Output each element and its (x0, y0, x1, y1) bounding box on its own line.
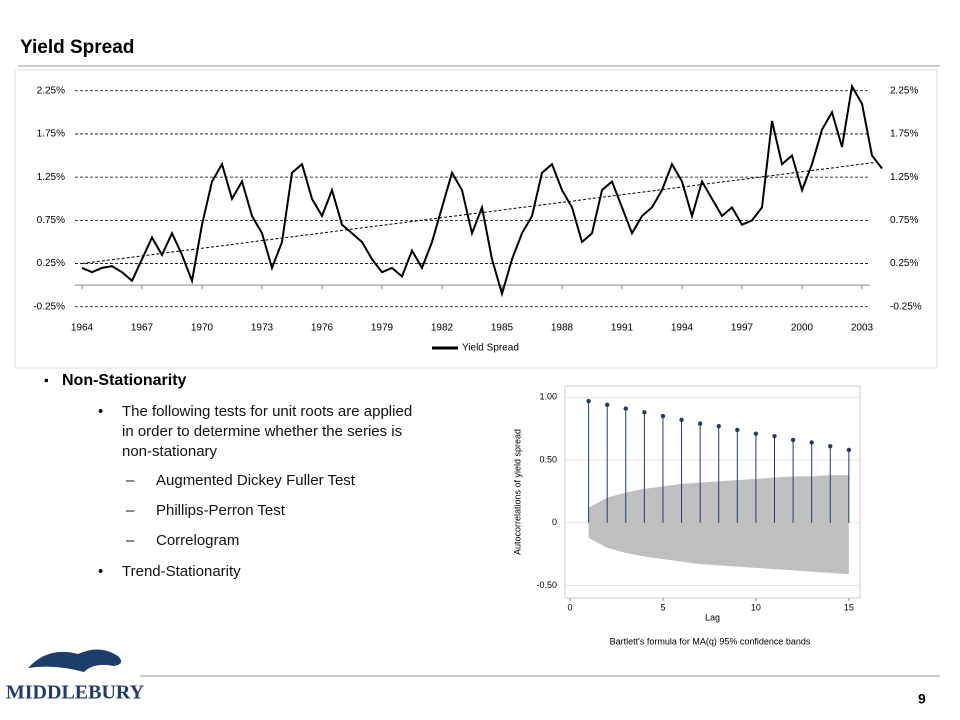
x-axis-label: Lag (705, 612, 720, 622)
marker: • (98, 563, 104, 580)
stem-dot (790, 437, 796, 443)
sub-item: – Augmented Dickey Fuller Test (126, 472, 416, 489)
x-tick-label: 1967 (131, 323, 154, 334)
marker: – (126, 472, 135, 489)
bullet-item: • The following tests for unit roots are … (98, 402, 422, 462)
page-number: 9 (918, 691, 926, 707)
x-tick-label: 1994 (671, 323, 694, 334)
stem-dot (697, 421, 703, 426)
y-axis-label: Autocorrelations of yield spread (512, 429, 522, 555)
x-tick-label: 2000 (791, 323, 814, 334)
x-tick-label: 5 (660, 602, 665, 612)
stem-dot (679, 417, 684, 423)
text: Trend-Stationarity (122, 563, 241, 580)
y2-tick-label: 0.75% (890, 215, 918, 226)
x-tick-label: 1979 (371, 323, 394, 334)
stem-dot (604, 402, 610, 408)
y-tick-label: 2.25% (37, 85, 65, 96)
x-tick-label: 1970 (191, 323, 214, 334)
legend-label: Yield Spread (462, 343, 519, 354)
x-tick-label: 1976 (311, 323, 334, 334)
y2-tick-label: 1.75% (890, 129, 918, 140)
x-tick-label: 1991 (611, 323, 634, 334)
confidence-band (588, 475, 849, 575)
trend-line (81, 161, 876, 265)
stem-dot (716, 423, 721, 429)
stem-dot (772, 433, 777, 439)
x-tick-label: 1982 (431, 323, 454, 334)
x-tick-label: 1985 (491, 323, 514, 334)
text: The following tests for unit roots are a… (122, 403, 413, 460)
x-tick-label: 15 (844, 602, 854, 612)
series-line (81, 83, 883, 298)
text: Phillips-Perron Test (156, 502, 285, 519)
y2-tick-label: 2.25% (890, 85, 918, 96)
stem-dot (809, 440, 814, 445)
stem-dot (828, 444, 833, 449)
x-tick-label: 1973 (251, 323, 274, 334)
stem-dot (586, 398, 591, 404)
y-tick-label: 0.25% (37, 258, 65, 269)
logo-icon (28, 649, 122, 672)
y-tick-label: 1.00 (539, 392, 557, 402)
x-tick-label: 0 (568, 602, 573, 612)
stem-dot (623, 406, 628, 411)
slide-title: Yield Spread (20, 37, 134, 58)
y2-tick-label: 1.25% (890, 172, 918, 183)
stem-dot (660, 413, 666, 419)
y-tick-label: 0.75% (37, 215, 65, 226)
y2-tick-label: 0.25% (890, 258, 918, 269)
chart-frame (14, 69, 938, 369)
x-tick-label: 1964 (71, 323, 94, 334)
x-tick-label: 1988 (551, 323, 574, 334)
bullet-heading: Non-Stationarity (62, 372, 187, 389)
text: Augmented Dickey Fuller Test (156, 472, 355, 489)
x-tick-label: 2003 (851, 323, 874, 334)
sub-item: – Phillips-Perron Test (126, 502, 416, 519)
text: Correlogram (156, 532, 240, 549)
stem-dot (735, 427, 740, 433)
stem-dot (846, 447, 852, 453)
bullet-marker: ▪ (44, 372, 49, 387)
x-tick-label: 10 (751, 602, 761, 612)
y2-tick-label: -0.25% (890, 301, 922, 312)
marker: – (126, 532, 135, 549)
y-tick-label: 0 (552, 517, 557, 527)
y-tick-label: 0.50 (539, 454, 557, 464)
marker: • (98, 403, 104, 420)
x-tick-label: 1997 (731, 323, 754, 334)
y-tick-label: 1.25% (37, 172, 65, 183)
stem-dot (642, 410, 647, 415)
sub-item: – Correlogram (126, 532, 416, 549)
marker: – (126, 502, 135, 519)
y-tick-label: 1.75% (37, 129, 65, 140)
y-tick-label: -0.50 (536, 580, 557, 590)
bullet-item: • Trend-Stationarity (98, 562, 422, 582)
logo-text: MIDDLEBURY (6, 682, 145, 704)
stem-dot (753, 431, 759, 436)
chart-note: Bartlett's formula for MA(q) 95% confide… (610, 636, 811, 646)
y-tick-label: -0.25% (33, 301, 65, 312)
